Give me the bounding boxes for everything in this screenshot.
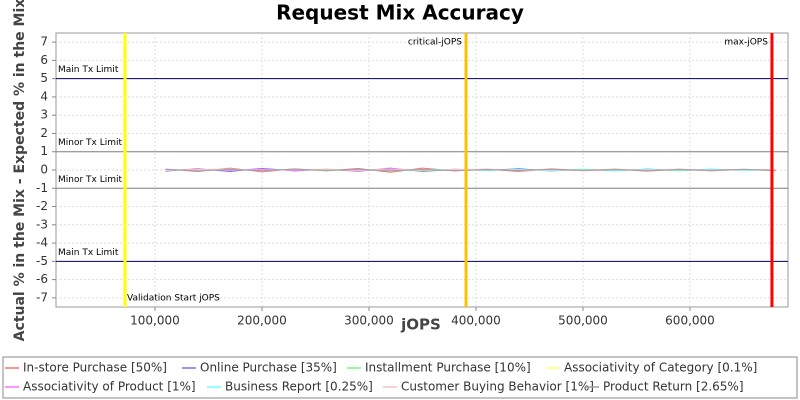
legend-label: Associativity of Product [1%] <box>23 380 196 394</box>
x-tick-label: 400,000 <box>451 314 501 328</box>
legend <box>2 356 798 399</box>
marker-label: max-jOPS <box>724 38 768 48</box>
y-tick-label: 5 <box>40 71 48 85</box>
legend-label: Business Report [0.25%] <box>225 380 373 394</box>
legend-label: Installment Purchase [10%] <box>365 361 531 375</box>
y-tick-label: 3 <box>40 108 48 122</box>
y-tick-label: 7 <box>40 35 48 49</box>
legend-label: Associativity of Category [0.1%] <box>564 361 757 375</box>
y-tick-label: -1 <box>36 181 48 195</box>
x-axis-label: jOPS <box>400 316 441 334</box>
y-tick-label: 4 <box>40 89 48 103</box>
y-tick-label: 0 <box>40 163 48 177</box>
limit-label: Main Tx Limit <box>58 65 119 75</box>
legend-label: Product Return [2.65%] <box>603 380 744 394</box>
y-tick-label: -6 <box>36 272 48 286</box>
x-tick-label: 500,000 <box>558 314 608 328</box>
limit-label: Minor Tx Limit <box>58 175 123 185</box>
marker-label: Validation Start jOPS <box>127 294 220 304</box>
limit-label: Main Tx Limit <box>58 248 119 258</box>
legend-label: Customer Buying Behavior [1%] <box>401 380 594 394</box>
marker-label: critical-jOPS <box>408 38 462 48</box>
series-line <box>165 168 776 172</box>
y-tick-label: 6 <box>40 53 48 67</box>
chart-title: Request Mix Accuracy <box>276 1 524 25</box>
y-tick-label: 1 <box>40 144 48 158</box>
legend-label: Online Purchase [35%] <box>200 361 337 375</box>
x-tick-label: 200,000 <box>237 314 287 328</box>
y-axis-label: Actual % in the Mix - Expected % in the … <box>12 0 28 341</box>
y-tick-label: -7 <box>36 290 48 304</box>
y-tick-label: -5 <box>36 254 48 268</box>
x-tick-label: 300,000 <box>344 314 394 328</box>
y-tick-label: -3 <box>36 217 48 231</box>
legend-label: In-store Purchase [50%] <box>23 361 167 375</box>
x-tick-label: 600,000 <box>665 314 715 328</box>
limit-label: Minor Tx Limit <box>58 138 123 148</box>
y-tick-label: -2 <box>36 199 48 213</box>
y-tick-label: -4 <box>36 236 48 250</box>
x-tick-label: 100,000 <box>130 314 180 328</box>
y-tick-label: 2 <box>40 126 48 140</box>
